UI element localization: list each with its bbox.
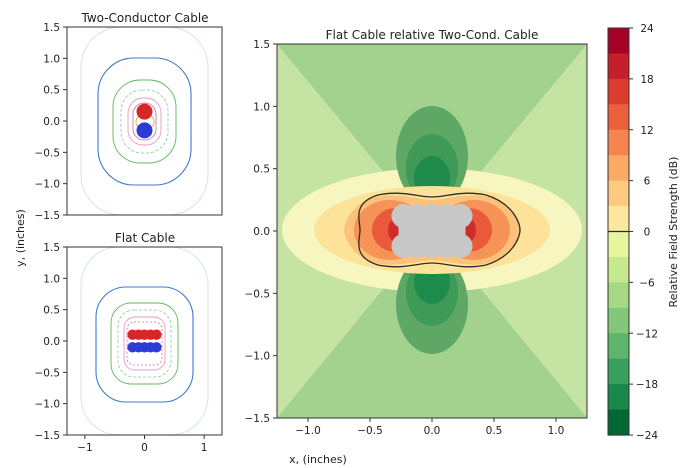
- colorbar-segment: [608, 307, 629, 334]
- ytick-label: −1.0: [35, 399, 61, 411]
- shared-xlabel: x, (inches): [289, 453, 347, 466]
- colorbar-segments: [608, 28, 629, 436]
- ytick-label: 0.5: [43, 305, 60, 317]
- ytick-label: −1.5: [35, 430, 61, 442]
- colorbar-tick-label: 24: [640, 23, 654, 35]
- conductors-a: [136, 103, 153, 139]
- xtick-label: 0.5: [486, 425, 503, 437]
- panel-relative: −1.5 −1.0 −0.5 0.0 0.5 1.0 1.5 −1.0 −0.5 0.0 0.5 1…: [245, 39, 588, 466]
- colorbar-tick-label: 18: [640, 74, 653, 86]
- xticks-b: −1 0 1: [77, 435, 207, 454]
- xtick-label: −0.5: [357, 425, 383, 437]
- colorbar-tick-label: 0: [644, 227, 651, 239]
- colorbar-segment: [608, 104, 629, 131]
- colorbar-segment: [608, 333, 629, 360]
- colorbar-segment: [608, 180, 629, 207]
- ytick-label: 0.0: [43, 336, 60, 348]
- colorbar-segment: [608, 28, 629, 55]
- conductors-c: [391, 204, 473, 258]
- colorbar-segment: [608, 231, 629, 258]
- xtick-label: 1.0: [548, 425, 565, 437]
- colorbar-tick-label: −18: [636, 379, 658, 391]
- conductor-bottom: [136, 122, 153, 139]
- panel-c-title: Flat Cable relative Two-Cond. Cable: [326, 28, 539, 42]
- colorbar-ticks: 24 18 12 6 0 −6 −12 −18 −24: [608, 23, 658, 442]
- xtick-label: −1: [77, 442, 92, 454]
- ytick-label: 0.0: [43, 116, 60, 128]
- xticks-c: −1.0 −0.5 0.0 0.5 1.0: [295, 418, 564, 437]
- colorbar-segment: [608, 206, 629, 233]
- ytick-label: −0.5: [245, 288, 271, 300]
- colorbar-segment: [608, 282, 629, 309]
- ytick-label: −1.0: [245, 351, 271, 363]
- contours-a: [67, 27, 222, 215]
- ytick-label: 1.5: [253, 39, 270, 51]
- panel-two-conductor: −1.5 −1.0 −0.5 0.0 0.5 1.0 1.5: [35, 22, 223, 222]
- ytick-label: −0.5: [35, 147, 61, 159]
- shared-ylabel: y, (inches): [14, 209, 27, 267]
- ytick-label: 1.0: [43, 53, 60, 65]
- ytick-label: 1.0: [253, 101, 270, 113]
- ytick-label: −1.0: [35, 179, 61, 191]
- xtick-label: 0.0: [424, 425, 441, 437]
- ytick-label: −0.5: [35, 367, 61, 379]
- xtick-label: −1.0: [295, 425, 321, 437]
- colorbar-segment: [608, 129, 629, 156]
- conductor-top: [151, 329, 162, 340]
- colorbar-tick-label: −12: [636, 328, 658, 340]
- ytick-label: 1.5: [43, 22, 60, 34]
- panel-flat-cable: −1.5 −1.0 −0.5 0.0 0.5 1.0 1.5 −1 0 1: [35, 242, 223, 454]
- colorbar-tick-label: 6: [644, 176, 651, 188]
- conductor-shadow: [398, 223, 466, 239]
- colorbar-segment: [608, 256, 629, 283]
- panel-b-title: Flat Cable: [115, 231, 175, 245]
- ytick-label: −1.5: [35, 210, 61, 222]
- ytick-label: 0.0: [253, 226, 270, 238]
- ytick-label: 1.0: [43, 273, 60, 285]
- yticks-b: −1.5 −1.0 −0.5 0.0 0.5 1.0 1.5: [35, 242, 67, 442]
- conductor-shadow: [448, 233, 473, 258]
- conductor-bottom: [151, 342, 162, 353]
- colorbar-tick-label: 12: [640, 125, 653, 137]
- colorbar-label: Relative Field Strength (dB): [667, 157, 680, 308]
- colorbar-segment: [608, 409, 629, 436]
- ytick-label: 1.5: [43, 242, 60, 254]
- conductors-b: [127, 329, 162, 353]
- conductor-shadow: [448, 204, 473, 229]
- colorbar-segment: [608, 78, 629, 105]
- colorbar-segment: [608, 384, 629, 411]
- ytick-label: 0.5: [253, 164, 270, 176]
- contours-b: [67, 247, 222, 435]
- colorbar-segment: [608, 358, 629, 385]
- colorbar: 24 18 12 6 0 −6 −12 −18 −24 Relative Field Stren…: [607, 23, 680, 442]
- ytick-label: 0.5: [43, 85, 60, 97]
- xtick-label: 0: [141, 442, 148, 454]
- colorbar-segment: [608, 53, 629, 80]
- yticks-a: −1.5 −1.0 −0.5 0.0 0.5 1.0 1.5: [35, 22, 67, 222]
- panel-a-title: Two-Conductor Cable: [80, 11, 208, 25]
- colorbar-segment: [608, 155, 629, 182]
- colorbar-tick-label: −24: [636, 430, 658, 442]
- ytick-label: −1.5: [245, 413, 271, 425]
- xtick-label: 1: [201, 442, 208, 454]
- yticks-c: −1.5 −1.0 −0.5 0.0 0.5 1.0 1.5: [245, 39, 277, 425]
- conductor-top: [136, 103, 153, 120]
- heatmap-c: [277, 44, 587, 418]
- colorbar-tick-label: −6: [639, 277, 655, 289]
